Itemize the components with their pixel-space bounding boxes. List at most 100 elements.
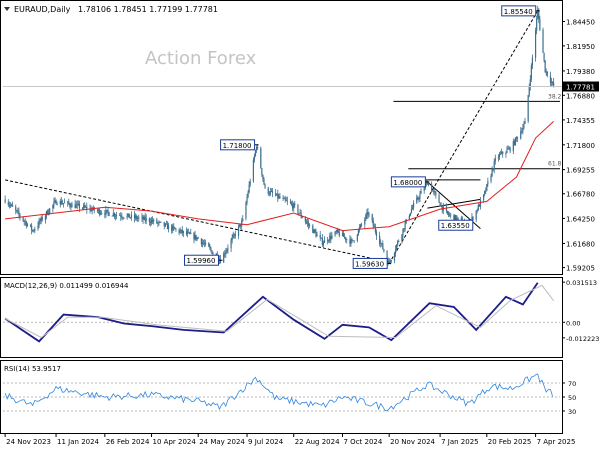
candle-body bbox=[543, 52, 545, 61]
candle-body bbox=[141, 216, 143, 218]
candle-body bbox=[313, 229, 315, 233]
candle-body bbox=[205, 242, 207, 244]
candle-body bbox=[346, 239, 348, 240]
candle-body bbox=[551, 82, 554, 83]
candle-body bbox=[128, 213, 130, 218]
candle-body bbox=[403, 228, 405, 230]
candle-body bbox=[263, 179, 265, 185]
price-tick-label: 1.66780 bbox=[566, 191, 595, 199]
candle-body bbox=[232, 234, 234, 238]
time-tick-label: 20 Nov 2024 bbox=[390, 438, 435, 446]
candle-body bbox=[446, 210, 449, 214]
candle-body bbox=[234, 234, 236, 236]
candle-body bbox=[371, 214, 373, 221]
collapse-triangle-icon[interactable] bbox=[4, 7, 10, 11]
candle-body bbox=[394, 249, 397, 254]
candle-body bbox=[335, 231, 337, 233]
candle-body bbox=[502, 151, 504, 155]
candle-body bbox=[328, 240, 330, 242]
candle-body bbox=[181, 229, 183, 233]
candle-body bbox=[127, 213, 129, 216]
candle-body bbox=[434, 191, 436, 193]
candle-body bbox=[268, 193, 270, 195]
candle-body bbox=[545, 71, 547, 73]
price-tick-label: 1.79380 bbox=[566, 68, 595, 76]
candle-body bbox=[115, 214, 118, 216]
candle-body bbox=[148, 218, 151, 223]
candle-body bbox=[534, 30, 537, 58]
candle-body bbox=[527, 95, 529, 122]
candle-body bbox=[528, 86, 530, 96]
candle-body bbox=[538, 9, 540, 20]
candle-body bbox=[351, 239, 353, 241]
candle-body bbox=[410, 209, 413, 213]
candle-body bbox=[153, 219, 155, 222]
candle-body bbox=[379, 235, 381, 244]
candle-body bbox=[138, 217, 140, 219]
candle-body bbox=[330, 235, 332, 239]
candle-body bbox=[90, 208, 92, 212]
candle-body bbox=[111, 215, 113, 217]
candle-body bbox=[84, 205, 86, 208]
candle-body bbox=[539, 19, 541, 30]
candle-body bbox=[433, 190, 435, 192]
rsi-line bbox=[4, 373, 553, 412]
candle-body bbox=[478, 204, 480, 207]
candle-body bbox=[201, 242, 204, 245]
candle-body bbox=[70, 206, 72, 208]
candle-body bbox=[225, 252, 227, 255]
trendline bbox=[427, 198, 481, 209]
candle-body bbox=[549, 75, 552, 83]
candle-body bbox=[261, 168, 263, 175]
candle-body bbox=[380, 243, 382, 244]
candle-body bbox=[210, 248, 212, 251]
candle-body bbox=[10, 204, 13, 206]
candle-body bbox=[322, 242, 325, 245]
candle-body bbox=[38, 220, 40, 226]
candle-body bbox=[137, 218, 139, 220]
candle-body bbox=[34, 228, 36, 231]
candle-body bbox=[336, 229, 338, 233]
candle-body bbox=[24, 221, 26, 223]
candle-body bbox=[44, 215, 47, 221]
candle-body bbox=[416, 197, 418, 204]
candle-body bbox=[456, 218, 458, 221]
time-tick-label: 10 Apr 2024 bbox=[153, 438, 197, 446]
candle-body bbox=[40, 217, 42, 222]
candle-body bbox=[279, 196, 281, 199]
candle-body bbox=[107, 209, 109, 213]
candle-body bbox=[388, 261, 390, 264]
candle-body bbox=[227, 248, 229, 250]
time-tick-label: 24 Nov 2023 bbox=[6, 438, 51, 446]
candle-body bbox=[298, 213, 300, 215]
candle-body bbox=[101, 213, 103, 215]
candle-body bbox=[262, 174, 264, 180]
candle-body bbox=[454, 215, 456, 221]
candle-body bbox=[202, 242, 205, 244]
candle-body bbox=[39, 220, 41, 222]
candle-body bbox=[282, 198, 284, 199]
candle-body bbox=[145, 218, 147, 221]
candle-body bbox=[16, 210, 18, 212]
candle-body bbox=[472, 217, 474, 220]
candle-body bbox=[514, 137, 517, 145]
candle-body bbox=[179, 230, 181, 233]
candle-body bbox=[200, 238, 202, 245]
candle-body bbox=[231, 237, 233, 241]
candle-body bbox=[114, 215, 117, 217]
time-tick-label: 20 Feb 2025 bbox=[488, 438, 532, 446]
candle-body bbox=[419, 193, 421, 199]
candle-body bbox=[297, 204, 299, 214]
fib-level-label: 61.8 bbox=[548, 161, 562, 168]
annotation-label: 1.71800 bbox=[223, 142, 252, 150]
candle-body bbox=[373, 225, 375, 228]
candle-body bbox=[54, 200, 56, 202]
time-tick-label: 7 Apr 2025 bbox=[537, 438, 576, 446]
annotation-box bbox=[220, 139, 256, 151]
candle-body bbox=[151, 220, 154, 222]
candle-body bbox=[329, 235, 331, 241]
time-axis: 24 Nov 2023 11 Jan 2024 26 Feb 2024 10 Apr … bbox=[4, 434, 576, 446]
candle-body bbox=[523, 124, 525, 128]
candle-body bbox=[254, 150, 257, 156]
